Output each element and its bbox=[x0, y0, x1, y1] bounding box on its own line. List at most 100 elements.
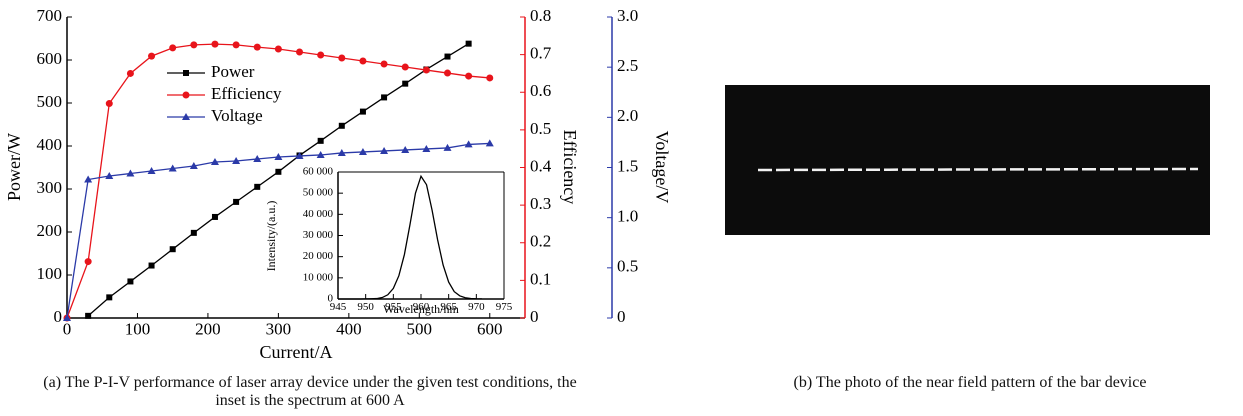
marker bbox=[169, 44, 177, 52]
marker bbox=[485, 139, 494, 147]
marker bbox=[401, 63, 409, 71]
marker bbox=[274, 152, 283, 160]
marker bbox=[464, 140, 473, 148]
marker bbox=[182, 91, 190, 99]
marker bbox=[274, 45, 282, 53]
x-tick-label: 200 bbox=[195, 320, 221, 339]
marker bbox=[189, 161, 198, 169]
y3-tick-label: 2.0 bbox=[617, 106, 638, 125]
marker bbox=[253, 43, 261, 51]
y2-tick-label: 0.8 bbox=[530, 6, 551, 25]
legend-label: Power bbox=[211, 62, 255, 81]
y3-tick-label: 1.0 bbox=[617, 207, 638, 226]
y2-tick-label: 0 bbox=[530, 307, 539, 326]
marker bbox=[444, 53, 451, 60]
y-tick-label: 100 bbox=[37, 264, 63, 283]
caption-b: (b) The photo of the near field pattern … bbox=[793, 374, 1147, 391]
marker bbox=[338, 54, 346, 62]
marker bbox=[401, 145, 410, 153]
x-tick-label: 975 bbox=[496, 301, 513, 313]
y2-tick-label: 0.1 bbox=[530, 269, 551, 288]
y-tick-label: 60 000 bbox=[303, 166, 334, 178]
marker bbox=[317, 137, 324, 144]
marker bbox=[232, 156, 241, 164]
y-tick-label: 20 000 bbox=[303, 250, 334, 262]
marker bbox=[358, 147, 367, 155]
marker bbox=[295, 151, 304, 159]
marker bbox=[168, 164, 177, 172]
x-tick-label: 965 bbox=[440, 301, 457, 313]
marker bbox=[105, 172, 114, 180]
marker bbox=[338, 122, 345, 129]
marker bbox=[84, 258, 92, 266]
marker bbox=[147, 167, 156, 175]
marker bbox=[422, 144, 431, 152]
legend-label: Voltage bbox=[211, 106, 263, 125]
y2-tick-label: 0.3 bbox=[530, 194, 551, 213]
marker bbox=[126, 169, 135, 177]
x-tick-label: 970 bbox=[468, 301, 485, 313]
marker bbox=[275, 168, 282, 175]
x-tick-label: 300 bbox=[266, 320, 292, 339]
x-tick-label: 100 bbox=[125, 320, 151, 339]
y3-tick-label: 3.0 bbox=[617, 6, 638, 25]
x-tick-label: 0 bbox=[63, 320, 72, 339]
y-tick-label: 200 bbox=[37, 221, 63, 240]
emitter-line bbox=[757, 167, 1199, 172]
marker bbox=[381, 94, 388, 101]
marker bbox=[211, 213, 218, 220]
marker bbox=[465, 72, 473, 80]
y3-tick-label: 0.5 bbox=[617, 257, 638, 276]
series-line bbox=[338, 174, 482, 300]
marker bbox=[486, 74, 494, 82]
marker bbox=[296, 48, 304, 56]
axis-title: Efficiency bbox=[560, 130, 580, 205]
near-field-photo bbox=[725, 85, 1210, 235]
marker bbox=[422, 66, 430, 74]
axis-title: Voltage/V bbox=[652, 131, 672, 204]
y-tick-label: 40 000 bbox=[303, 208, 334, 220]
y2-tick-label: 0.2 bbox=[530, 232, 551, 251]
y3-tick-label: 2.5 bbox=[617, 56, 638, 75]
marker bbox=[337, 148, 346, 156]
marker bbox=[232, 41, 240, 49]
marker bbox=[253, 154, 262, 162]
axis-title: Power/W bbox=[4, 133, 24, 201]
marker bbox=[317, 51, 325, 59]
x-tick-label: 400 bbox=[336, 320, 362, 339]
y-tick-label: 0 bbox=[328, 293, 334, 305]
y2-tick-label: 0.7 bbox=[530, 44, 552, 63]
marker bbox=[190, 41, 198, 49]
marker bbox=[359, 57, 367, 65]
x-tick-label: 600 bbox=[477, 320, 503, 339]
marker bbox=[380, 146, 389, 154]
caption-a: (a) The P-I-V performance of laser array… bbox=[43, 374, 577, 409]
y-tick-label: 300 bbox=[37, 178, 63, 197]
x-tick-label: 960 bbox=[413, 301, 430, 313]
y-tick-label: 0 bbox=[54, 307, 63, 326]
marker bbox=[183, 70, 189, 76]
marker bbox=[182, 113, 190, 120]
marker bbox=[84, 175, 93, 183]
marker bbox=[106, 294, 113, 301]
y-tick-label: 400 bbox=[37, 135, 63, 154]
marker bbox=[169, 246, 176, 253]
marker bbox=[148, 52, 156, 60]
marker bbox=[190, 229, 197, 236]
y2-tick-label: 0.6 bbox=[530, 81, 551, 100]
marker bbox=[254, 183, 261, 190]
marker bbox=[211, 40, 219, 48]
marker bbox=[316, 150, 325, 158]
x-tick-label: 955 bbox=[385, 301, 402, 313]
marker bbox=[148, 262, 155, 269]
x-tick-label: 945 bbox=[330, 301, 347, 313]
marker bbox=[126, 69, 134, 77]
marker bbox=[359, 108, 366, 115]
y-tick-label: 30 000 bbox=[303, 229, 334, 241]
marker bbox=[127, 278, 134, 285]
marker bbox=[443, 143, 452, 151]
axis-title: Wavelength/nm bbox=[383, 302, 459, 316]
legend-label: Efficiency bbox=[211, 84, 282, 103]
marker bbox=[233, 198, 240, 205]
